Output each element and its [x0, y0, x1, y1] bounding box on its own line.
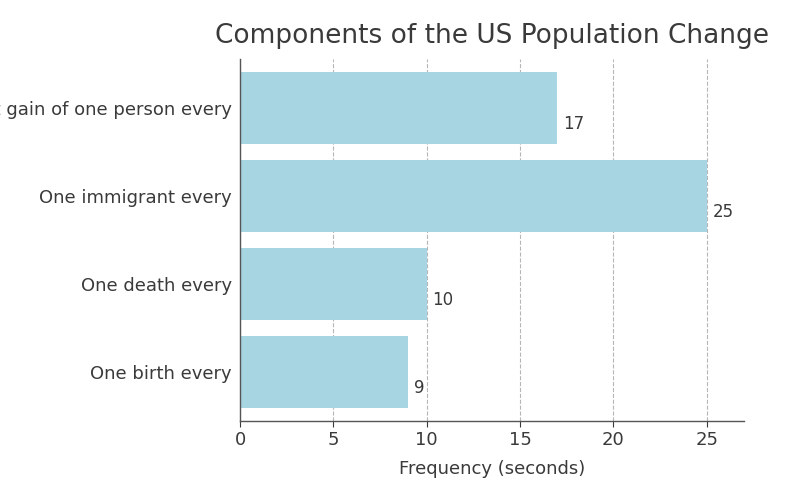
- Text: 10: 10: [432, 291, 454, 309]
- Text: 9: 9: [414, 379, 424, 397]
- Text: 17: 17: [563, 115, 584, 133]
- X-axis label: Frequency (seconds): Frequency (seconds): [399, 460, 585, 478]
- Text: 25: 25: [712, 203, 734, 221]
- Bar: [240, 336, 408, 408]
- Bar: [240, 248, 426, 320]
- Bar: [240, 72, 558, 144]
- Title: Components of the US Population Change: Components of the US Population Change: [215, 23, 769, 49]
- Bar: [240, 160, 706, 232]
